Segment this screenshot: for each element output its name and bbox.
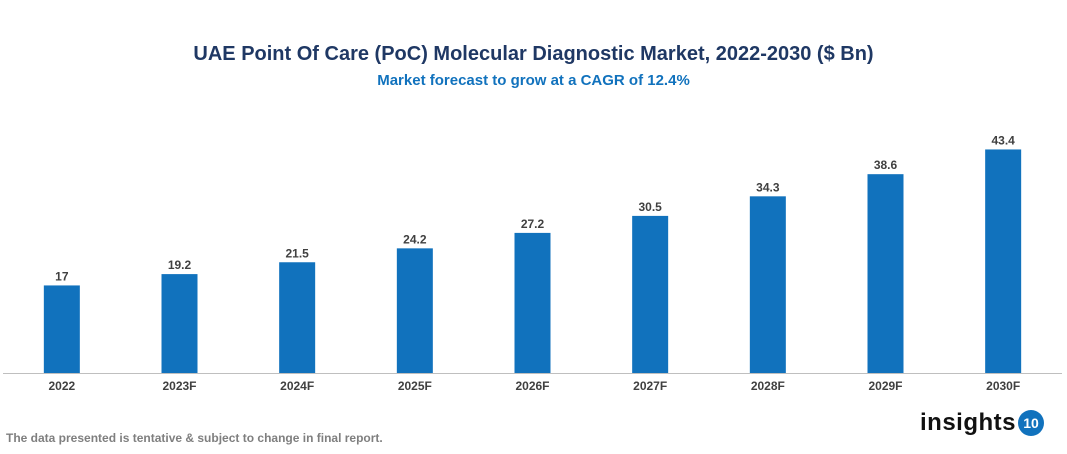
data-label: 38.6 bbox=[874, 158, 898, 172]
data-label: 34.3 bbox=[756, 180, 780, 194]
logo-text: insights bbox=[920, 409, 1017, 436]
bar bbox=[867, 174, 904, 373]
x-tick-label: 2023F bbox=[162, 379, 196, 393]
bar bbox=[396, 248, 433, 373]
data-label: 17 bbox=[55, 269, 69, 283]
data-label: 27.2 bbox=[521, 217, 545, 231]
data-label: 19.2 bbox=[168, 258, 192, 272]
bar bbox=[632, 215, 669, 373]
chart-title: UAE Point Of Care (PoC) Molecular Diagno… bbox=[193, 43, 874, 65]
insights10-logo: insights 10 bbox=[920, 409, 1045, 437]
bar bbox=[749, 196, 786, 373]
bar-chart: 17 2022 19.2 2023F 21.5 2024F 24.2 2025F 27.2 202… bbox=[3, 133, 1062, 393]
disclaimer-note: The data presented is tentative & subjec… bbox=[6, 431, 383, 445]
data-label: 30.5 bbox=[638, 200, 662, 214]
bar bbox=[161, 274, 198, 373]
data-label: 24.2 bbox=[403, 232, 427, 246]
bar bbox=[279, 262, 316, 373]
x-tick-label: 2029F bbox=[868, 379, 902, 393]
x-tick-label: 2030F bbox=[986, 379, 1020, 393]
bar bbox=[43, 285, 80, 373]
x-tick-label: 2024F bbox=[280, 379, 314, 393]
chart-subtitle: Market forecast to grow at a CAGR of 12.… bbox=[377, 72, 690, 89]
x-tick-label: 2022 bbox=[48, 379, 75, 393]
x-tick-label: 2026F bbox=[515, 379, 549, 393]
x-tick-label: 2028F bbox=[751, 379, 785, 393]
data-label: 21.5 bbox=[285, 246, 309, 260]
x-tick-label: 2025F bbox=[398, 379, 432, 393]
bar bbox=[985, 149, 1022, 373]
bar bbox=[514, 232, 551, 373]
data-label: 43.4 bbox=[991, 133, 1015, 147]
x-tick-label: 2027F bbox=[633, 379, 667, 393]
logo-badge: 10 bbox=[1018, 410, 1045, 436]
